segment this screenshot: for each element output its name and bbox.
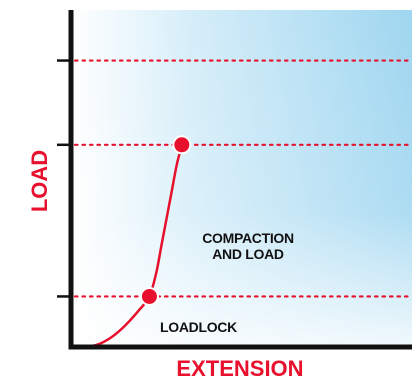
- curve-marker-1: [139, 286, 159, 306]
- x-axis-label: EXTENSION: [176, 356, 303, 381]
- annotation-loadlock: LOADLOCK: [160, 319, 237, 335]
- annotation-compaction-line-1: COMPACTION: [202, 230, 294, 246]
- plot-background-fade: [71, 10, 412, 347]
- y-axis-label: LOAD: [27, 150, 52, 212]
- annotation-compaction-line-2: AND LOAD: [212, 246, 284, 262]
- curve-marker-2: [172, 135, 192, 155]
